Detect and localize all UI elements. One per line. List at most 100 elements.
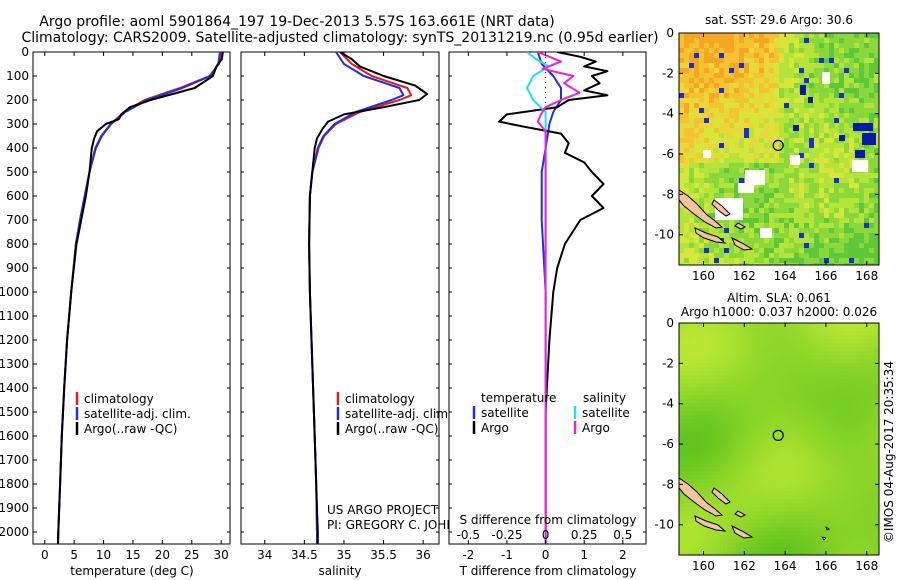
sst-cell xyxy=(709,143,715,149)
sla-cell xyxy=(839,347,844,352)
sst-cell xyxy=(739,113,745,119)
sla-cell xyxy=(843,455,848,460)
sla-cell xyxy=(695,399,700,404)
sst-cell xyxy=(864,68,870,74)
sla-cell xyxy=(867,447,872,452)
sst-cell xyxy=(819,63,825,69)
sla-cell xyxy=(703,487,708,492)
sla-cell xyxy=(751,455,756,460)
sst-cell xyxy=(679,188,685,194)
sst-cell xyxy=(789,33,795,39)
sst-cell xyxy=(799,198,805,204)
sla-cell xyxy=(687,359,692,364)
sst-cell xyxy=(774,198,780,204)
sst-cell xyxy=(814,213,820,219)
sst-cell xyxy=(814,113,820,119)
sla-cell xyxy=(855,455,860,460)
sla-cell xyxy=(827,459,832,464)
sla-cell xyxy=(795,387,800,392)
sst-cell xyxy=(814,88,820,94)
sla-cell xyxy=(767,351,772,356)
legend-label-argo: Argo(..raw -QC) xyxy=(84,422,177,436)
sla-cell xyxy=(795,379,800,384)
sst-cell xyxy=(699,98,705,104)
sla-cell xyxy=(851,459,856,464)
sla-cell xyxy=(819,355,824,360)
sst-cell xyxy=(859,103,865,109)
sla-cell xyxy=(775,411,780,416)
sla-cell xyxy=(791,527,796,532)
sst-cell xyxy=(774,188,780,194)
sla-cell xyxy=(819,531,824,536)
sst-cell xyxy=(869,78,875,84)
sla-cell xyxy=(755,375,760,380)
sla-cell xyxy=(863,447,868,452)
sla-cell xyxy=(791,463,796,468)
sla-cell xyxy=(771,439,776,444)
sla-cell xyxy=(823,479,828,484)
sla-cell xyxy=(763,523,768,528)
sla-cell xyxy=(771,459,776,464)
sst-cell xyxy=(744,148,750,154)
sst-cell xyxy=(729,83,735,89)
sla-cell xyxy=(715,479,720,484)
sla-cell xyxy=(679,419,684,424)
sla-cell xyxy=(823,483,828,488)
sla-cell xyxy=(747,503,752,508)
sst-cell xyxy=(739,123,745,129)
sla-cell xyxy=(819,439,824,444)
sla-cell xyxy=(803,363,808,368)
sst-cell xyxy=(869,188,875,194)
sst-cell xyxy=(839,148,845,154)
sla-cell xyxy=(731,523,736,528)
sla-cell xyxy=(759,375,764,380)
sla-cell xyxy=(739,519,744,524)
sst-cell xyxy=(734,178,740,184)
sla-cell xyxy=(819,323,824,328)
sla-cell xyxy=(779,539,784,544)
sla-cell xyxy=(695,367,700,372)
sla-cell xyxy=(823,463,828,468)
sla-cell xyxy=(795,539,800,544)
sst-cell xyxy=(784,63,790,69)
sst-cell xyxy=(874,43,879,49)
sla-cell xyxy=(775,383,780,388)
sst-cell xyxy=(739,238,745,244)
sla-cell xyxy=(703,371,708,376)
sla-cell xyxy=(847,459,852,464)
sla-cell xyxy=(723,371,728,376)
sla-cell xyxy=(815,371,820,376)
sla-cell xyxy=(783,327,788,332)
sst-cell xyxy=(819,88,825,94)
sla-cell xyxy=(827,415,832,420)
sst-cell xyxy=(704,143,710,149)
sla-cell xyxy=(851,427,856,432)
sla-cell xyxy=(787,443,792,448)
sst-cell xyxy=(694,218,700,224)
sst-cell xyxy=(754,218,760,224)
sst-cell xyxy=(729,248,735,254)
sla-cell xyxy=(727,327,732,332)
sla-cell xyxy=(763,383,768,388)
sla-cell xyxy=(719,391,724,396)
sla-cell xyxy=(827,495,832,500)
sst-cell xyxy=(859,93,865,99)
sst-cell xyxy=(699,198,705,204)
sla-cell xyxy=(731,431,736,436)
sla-cell xyxy=(787,383,792,388)
sla-cell xyxy=(791,351,796,356)
sla-cell xyxy=(859,463,864,468)
sla-cell xyxy=(847,507,852,512)
sst-cell xyxy=(799,63,805,69)
sla-cell xyxy=(715,347,720,352)
sst-cell xyxy=(739,163,745,169)
sla-cell xyxy=(815,407,820,412)
sla-cell xyxy=(743,443,748,448)
sla-cell xyxy=(811,339,816,344)
sst-cell xyxy=(824,103,830,109)
sst-cell xyxy=(799,53,805,59)
sla-cell xyxy=(823,427,828,432)
sst-cell xyxy=(714,243,720,249)
sst-cell xyxy=(799,163,805,169)
sla-cell xyxy=(811,527,816,532)
